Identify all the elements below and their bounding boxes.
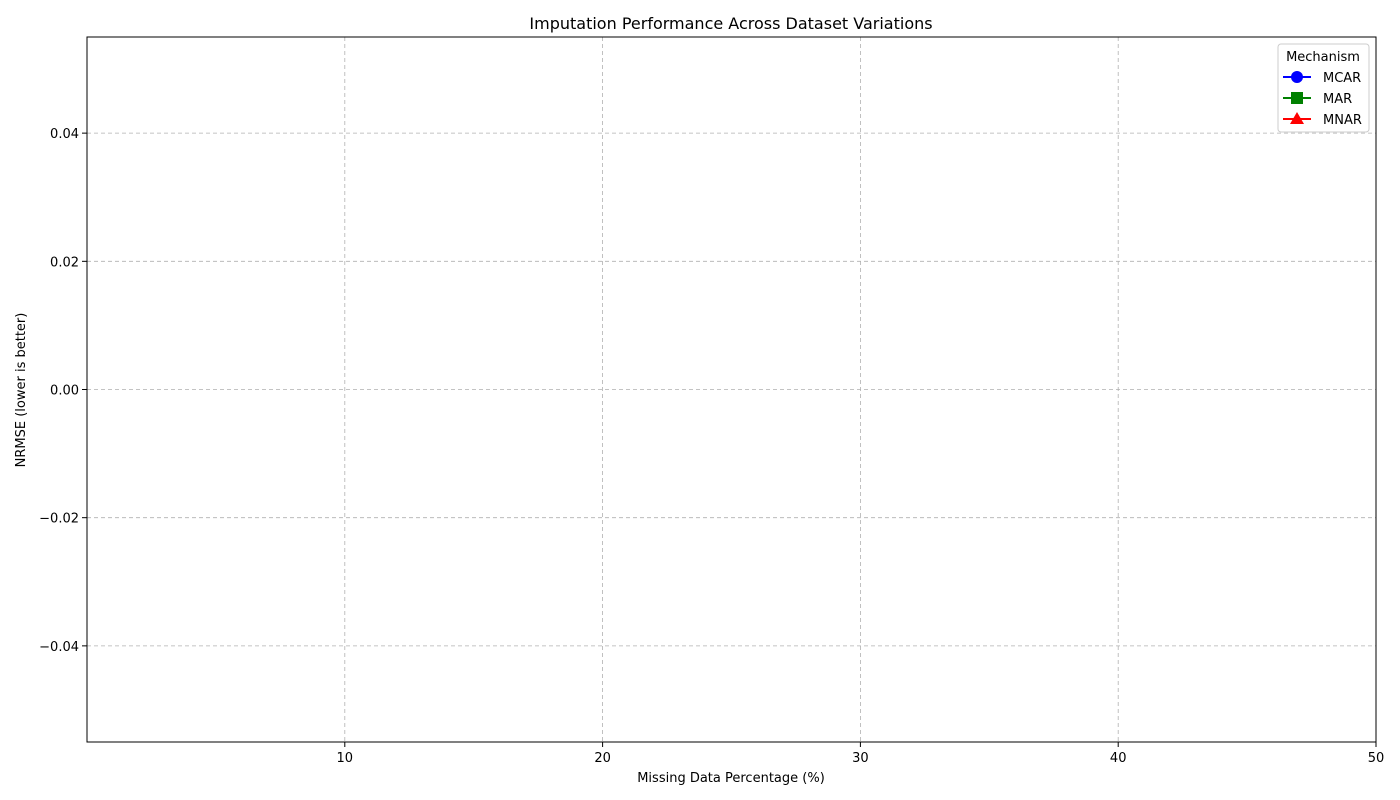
legend-marker-triangle — [1290, 112, 1304, 124]
legend-entry-mcar: MCAR — [1283, 71, 1361, 86]
y-axis-ticks: −0.04 −0.02 0.00 0.02 0.04 — [39, 127, 87, 655]
legend-box — [1277, 43, 1370, 133]
y-tick-label: 0.02 — [50, 255, 79, 270]
x-tick-label: 10 — [337, 751, 354, 766]
y-axis-label: NRMSE (lower is better) — [14, 313, 29, 468]
legend-marker-square — [1291, 92, 1303, 104]
x-axis-label: Missing Data Percentage (%) — [637, 771, 825, 786]
x-tick-label: 50 — [1368, 751, 1385, 766]
grid — [87, 37, 1377, 742]
legend-entry-mnar: MNAR — [1283, 112, 1362, 128]
legend-title: Mechanism — [1286, 50, 1360, 65]
legend: Mechanism MCAR MAR MNAR — [1277, 43, 1370, 133]
x-tick-label: 30 — [852, 751, 869, 766]
x-tick-label: 20 — [594, 751, 611, 766]
y-tick-label: 0.00 — [50, 384, 79, 399]
legend-label: MCAR — [1323, 71, 1361, 86]
x-tick-label: 40 — [1110, 751, 1127, 766]
legend-entry-mar: MAR — [1283, 92, 1352, 107]
legend-label: MAR — [1323, 92, 1352, 107]
y-tick-label: 0.04 — [50, 127, 79, 142]
y-tick-label: −0.02 — [39, 512, 79, 527]
x-axis-ticks: 10 20 30 40 50 — [337, 742, 1385, 766]
legend-label: MNAR — [1323, 113, 1362, 128]
chart-title: Imputation Performance Across Dataset Va… — [529, 14, 932, 33]
y-tick-label: −0.04 — [39, 640, 79, 655]
legend-marker-circle — [1291, 71, 1303, 83]
